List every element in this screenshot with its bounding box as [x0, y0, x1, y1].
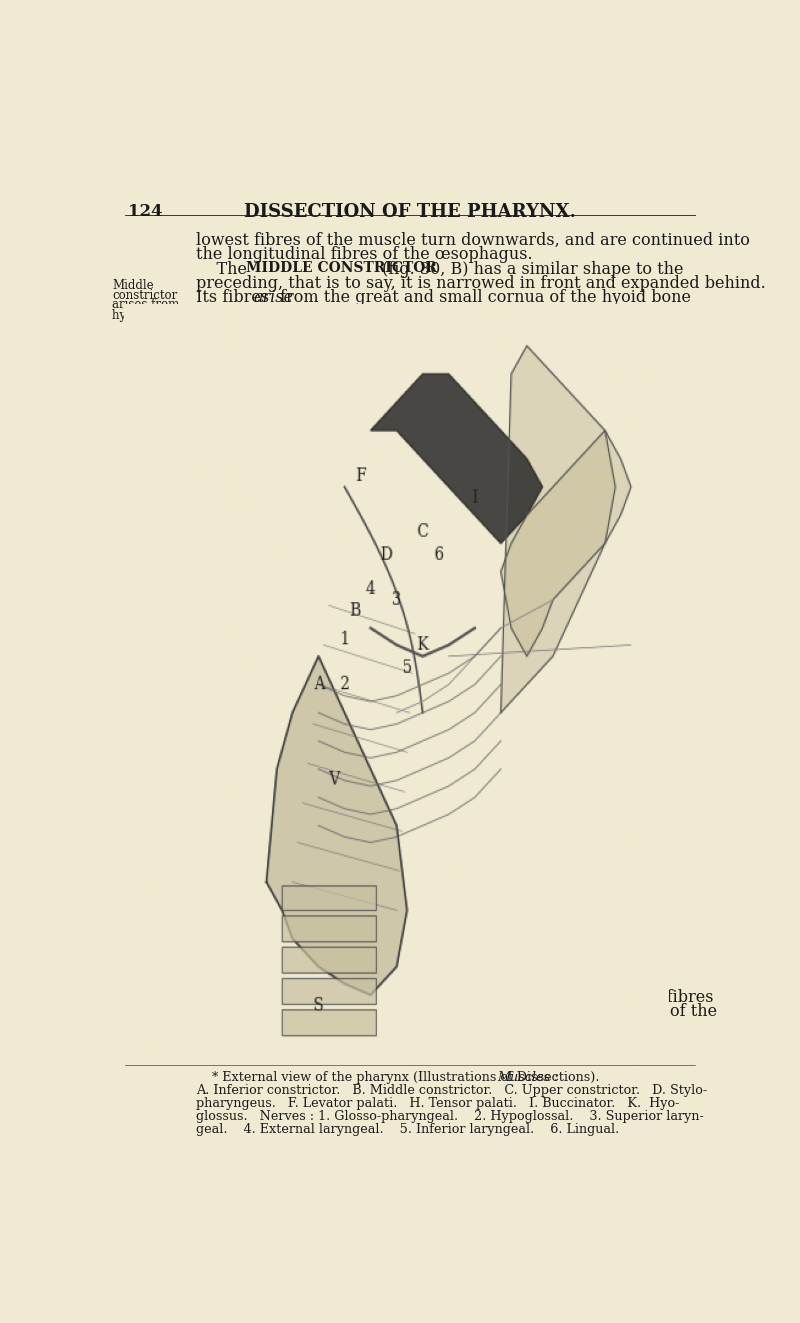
Text: (fig. 30, B) has a similar shape to the: (fig. 30, B) has a similar shape to the [382, 261, 683, 278]
Text: * External view of the pharynx (Illustrations of Dissections).: * External view of the pharynx (Illustra… [196, 1070, 612, 1084]
Text: pharyngeus.   F. Levator palati.   H. Tensor palati.   I. Buccinator.   K.  Hyo-: pharyngeus. F. Levator palati. H. Tensor… [196, 1097, 679, 1110]
Text: Muscles :: Muscles : [497, 1070, 558, 1084]
Text: constrictor: constrictor [112, 290, 178, 302]
Text: and from the stylo-hyoid ligament.    From this origin the fibres: and from the stylo-hyoid ligament. From … [196, 990, 714, 1005]
Text: the longitudinal fibres of the œsophagus.: the longitudinal fibres of the œsophagus… [196, 246, 533, 263]
Text: Its fibres: Its fibres [196, 290, 274, 306]
Text: radiate, and are blended along the middle line with those of the: radiate, and are blended along the middl… [196, 1003, 718, 1020]
Text: arises from: arises from [112, 298, 180, 311]
Text: preceding, that is to say, it is narrowed in front and expanded behind.: preceding, that is to say, it is narrowe… [196, 275, 766, 292]
Text: 124: 124 [128, 202, 162, 220]
Text: MIDDLE CONSTRICTOR: MIDDLE CONSTRICTOR [246, 261, 437, 275]
Text: arise: arise [254, 290, 294, 306]
Text: from the great and small cornua of the hyoid bone: from the great and small cornua of the h… [280, 290, 690, 306]
Text: DISSECTION OF THE PHARYNX.: DISSECTION OF THE PHARYNX. [244, 202, 576, 221]
Text: geal.    4. External laryngeal.    5. Inferior laryngeal.    6. Lingual.: geal. 4. External laryngeal. 5. Inferior… [196, 1123, 619, 1136]
Text: hyoid bone :: hyoid bone : [112, 308, 186, 321]
FancyBboxPatch shape [196, 393, 618, 979]
Text: Fig. 30.*: Fig. 30.* [326, 378, 395, 394]
Text: lowest fibres of the muscle turn downwards, and are continued into: lowest fibres of the muscle turn downwar… [196, 232, 750, 249]
Text: Middle: Middle [112, 279, 154, 292]
Text: opposite muscle.: opposite muscle. [196, 1017, 333, 1035]
Text: A. Inferior constrictor.   B. Middle constrictor.   C. Upper constrictor.   D. S: A. Inferior constrictor. B. Middle const… [196, 1084, 707, 1097]
Text: glossus.   Nerves : 1. Glosso-pharyngeal.    2. Hypoglossal.    3. Superior lary: glossus. Nerves : 1. Glosso-pharyngeal. … [196, 1110, 704, 1123]
Text: The: The [196, 261, 252, 278]
